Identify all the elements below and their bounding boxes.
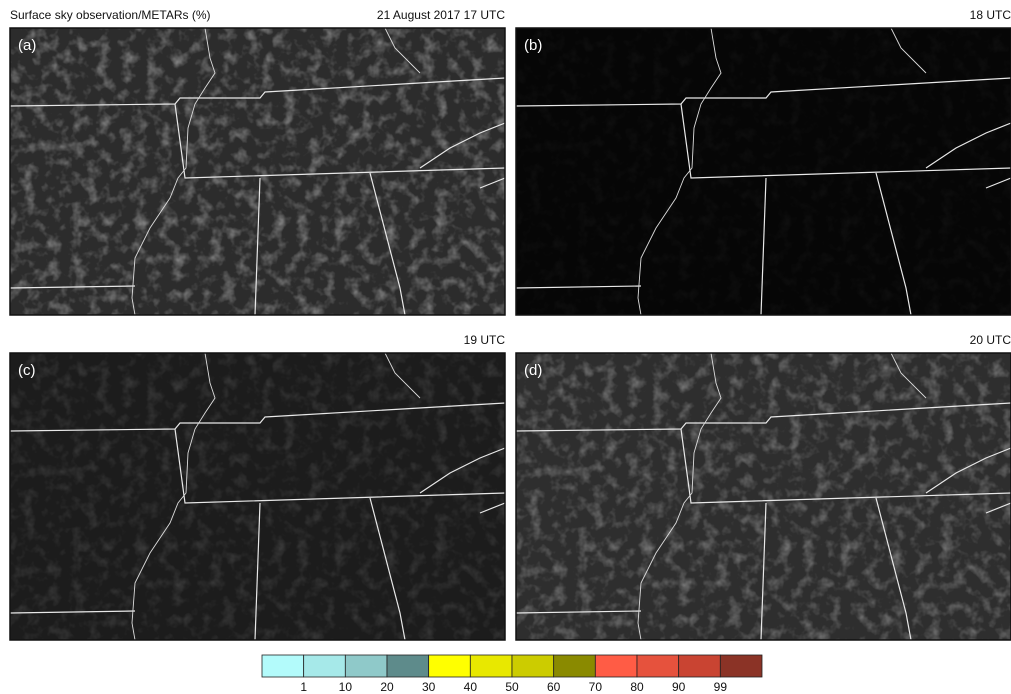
colorbar-tick-label: 50: [505, 680, 519, 694]
panel-label: (a): [18, 37, 36, 54]
colorbar-box: [595, 655, 637, 677]
date-label: 21 August 2017 17 UTC: [377, 8, 505, 22]
colorbar-tick-label: 30: [422, 680, 436, 694]
panel-label: (c): [18, 362, 36, 379]
colorbar-box: [429, 655, 471, 677]
colorbar-tick-label: 1: [300, 680, 307, 694]
colorbar-box: [512, 655, 554, 677]
map-panel: (b): [516, 28, 1011, 315]
colorbar-box: [554, 655, 596, 677]
cloud-texture: [10, 28, 505, 315]
colorbar-tick-label: 70: [589, 680, 603, 694]
map-panel: (a): [10, 28, 505, 315]
colorbar-tick-label: 20: [380, 680, 394, 694]
colorbar-tick-label: 80: [630, 680, 644, 694]
colorbar-box: [345, 655, 387, 677]
panel-time: 19 UTC: [464, 333, 506, 347]
map-panel: (c): [10, 353, 505, 640]
colorbar-box: [679, 655, 721, 677]
colorbar-box: [470, 655, 512, 677]
colorbar-tick-label: 99: [714, 680, 728, 694]
colorbar-box: [304, 655, 346, 677]
panel-label: (b): [524, 37, 542, 54]
cloud-texture: [516, 28, 1011, 315]
colorbar-box: [637, 655, 679, 677]
figure-title: Surface sky observation/METARs (%): [10, 8, 211, 22]
panel-label: (d): [524, 362, 542, 379]
colorbar-box: [720, 655, 762, 677]
cloud-texture: [516, 353, 1011, 640]
colorbar-tick-label: 40: [464, 680, 478, 694]
panel-time: 18 UTC: [970, 8, 1011, 22]
map-panel: (d): [516, 353, 1011, 640]
colorbar-box: [387, 655, 429, 677]
colorbar-box: [262, 655, 304, 677]
colorbar-tick-label: 10: [339, 680, 353, 694]
figure: Surface sky observation/METARs (%) 21 Au…: [0, 0, 1011, 694]
colorbar: 1 10 20 30 40 50 60 70 80 90 99: [262, 655, 762, 694]
colorbar-tick-label: 90: [672, 680, 686, 694]
panel-time: 20 UTC: [970, 333, 1011, 347]
panels: (a) (b) (c) (d): [10, 28, 1011, 640]
colorbar-tick-label: 60: [547, 680, 561, 694]
cloud-texture: [10, 353, 505, 640]
